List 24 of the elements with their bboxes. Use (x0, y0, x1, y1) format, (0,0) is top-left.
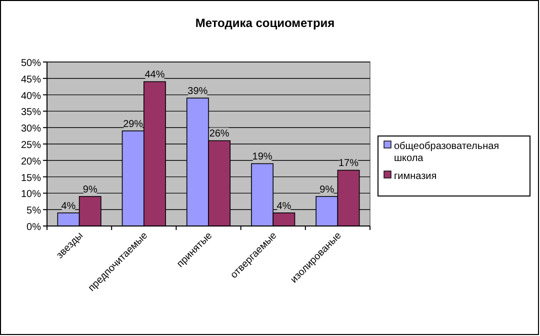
y-tick-label: 10% (20, 189, 42, 200)
y-tick-label: 20% (20, 156, 42, 168)
y-tick-label: 40% (20, 90, 42, 102)
y-tick-label: 15% (20, 172, 42, 184)
y-tick-label: 45% (20, 74, 42, 86)
data-label: 39% (188, 86, 208, 98)
chart-title: Методика социометрия (195, 16, 335, 30)
legend-label: общеобразовательная школа (394, 141, 500, 164)
y-tick-label: 50% (20, 58, 42, 69)
legend-label: гимназия (394, 171, 437, 182)
data-label: 17% (338, 158, 359, 170)
data-label: 9% (320, 184, 334, 196)
data-label: 19% (252, 152, 272, 163)
data-label: 29% (123, 118, 144, 130)
y-tick-label: 5% (26, 206, 42, 217)
data-label: 4% (276, 200, 292, 212)
y-tick-label: 35% (20, 107, 42, 118)
y-tick-label: 25% (20, 140, 42, 151)
y-tick-label: 30% (20, 124, 42, 135)
data-label: 4% (61, 200, 76, 212)
data-label: 26% (209, 128, 230, 140)
data-label: 44% (144, 70, 165, 81)
data-label: 9% (82, 184, 98, 196)
y-tick-label: 0% (26, 222, 42, 233)
